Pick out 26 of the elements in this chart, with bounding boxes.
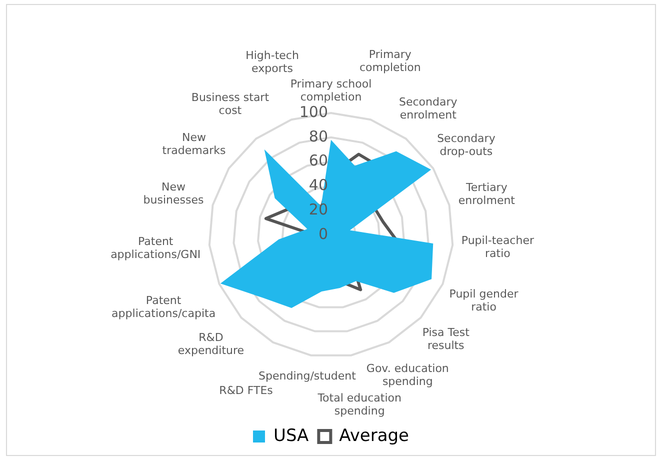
spoke-label: New businesses	[143, 180, 204, 206]
spoke-label: Gov. education spending	[366, 362, 449, 388]
y-tick-label: 100	[299, 102, 328, 121]
spoke-label: Patent applications/GNI	[110, 234, 201, 261]
spoke-label: High-tech exports	[246, 49, 299, 76]
spoke-label: Pisa Test results	[422, 326, 470, 352]
spoke-label: Primary school completion	[290, 77, 372, 104]
spoke-label: New trademarks	[162, 130, 226, 157]
y-tick-label: 0	[318, 224, 328, 243]
legend-label: USA	[274, 426, 310, 446]
spoke-label: Spending/student	[258, 369, 357, 382]
spoke-label: R&D expenditure	[178, 330, 244, 357]
spoke-label: Secondary enrolment	[399, 96, 458, 122]
spoke-label: Patent applications/capita	[112, 294, 216, 320]
spoke-label: Secondary drop-outs	[437, 132, 496, 158]
spoke-label: Pupil gender ratio	[449, 287, 519, 314]
spoke-label: Business start cost	[191, 90, 270, 117]
spoke-label: Total education spending	[316, 392, 402, 418]
spoke-label: Primary completion	[359, 48, 421, 74]
spoke-label: Tertiary enrolment	[458, 180, 516, 207]
spoke-label: R&D FTEs	[219, 384, 274, 397]
y-tick-label: 20	[308, 200, 328, 218]
spoke-label: Pupil-teacher ratio	[461, 234, 534, 260]
legend-label: Average	[339, 426, 409, 446]
y-tick-label: 80	[308, 127, 328, 146]
y-tick-label: 60	[308, 152, 328, 170]
